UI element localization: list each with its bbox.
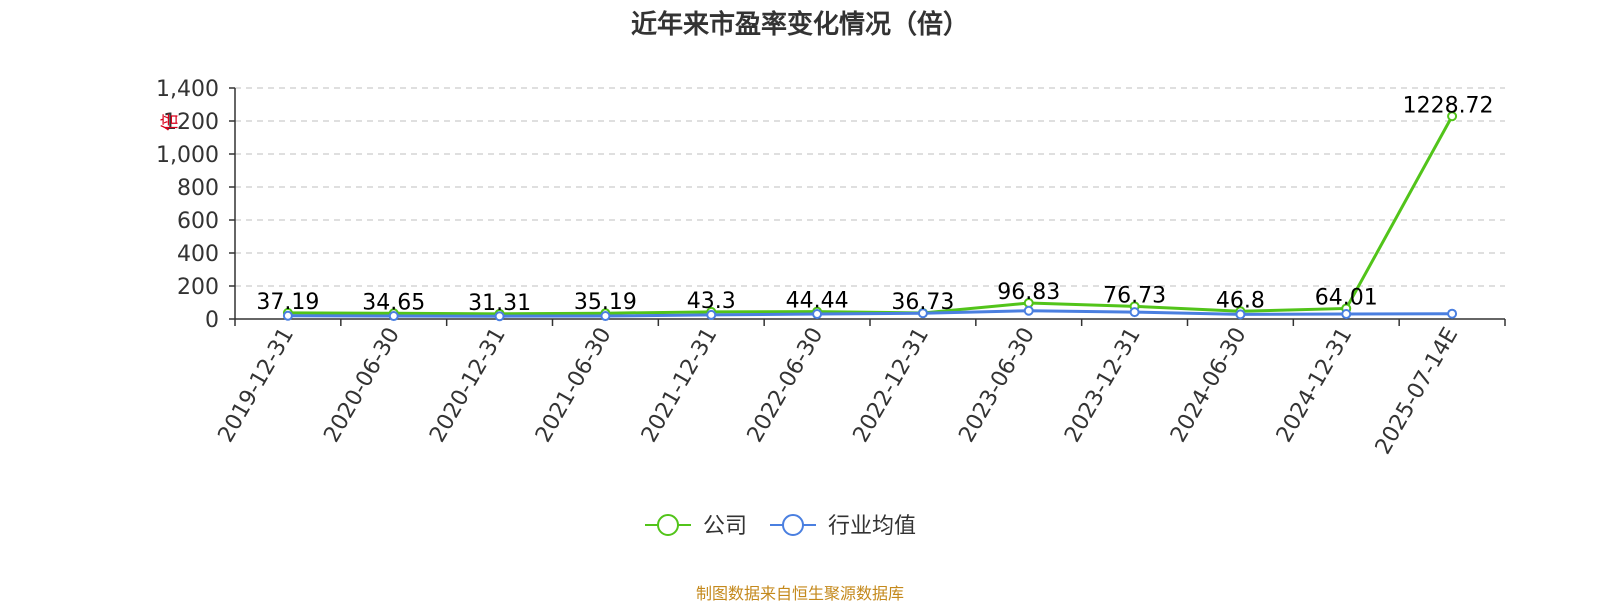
data-labels: 37.19 34.65 31.31 35.19 43.3 44.44 36.73 96.83 7… [256, 93, 1493, 316]
source-note: 制图数据来自恒生聚源数据库 [695, 584, 904, 603]
data-label: 1228.72 [1403, 93, 1494, 118]
x-tick-label: 2019-12-31 [214, 324, 300, 447]
data-point[interactable] [1447, 111, 1458, 122]
data-point[interactable] [1023, 305, 1034, 316]
data-point[interactable] [1341, 309, 1352, 320]
data-label: 46.8 [1216, 288, 1265, 313]
data-point[interactable] [1129, 307, 1140, 318]
y-tick-label: 1,000 [156, 143, 219, 168]
x-tick-label: 2023-06-30 [954, 324, 1040, 447]
y-tick-label: 400 [177, 242, 219, 267]
x-tick-label: 2024-06-30 [1166, 324, 1252, 447]
legend[interactable]: 公司 行业均值 [645, 514, 916, 539]
series-layer [282, 111, 1458, 322]
data-label: 43.3 [687, 289, 736, 314]
legend-item-company[interactable]: 公司 [645, 514, 747, 539]
data-label: 36.73 [891, 290, 954, 315]
data-point[interactable] [600, 311, 611, 322]
x-tick-label: 2021-06-30 [531, 324, 617, 447]
legend-marker-icon [657, 514, 679, 536]
grid-lines [235, 87, 1505, 287]
data-label: 76.73 [1103, 283, 1166, 308]
y-tick-label: 800 [177, 176, 219, 201]
legend-item-industry-average[interactable]: 行业均值 [770, 514, 916, 539]
data-label: 34.65 [362, 290, 425, 315]
data-label: 64.01 [1315, 285, 1378, 310]
data-point[interactable] [388, 311, 399, 322]
data-label: 96.83 [997, 280, 1060, 305]
x-tick-label: 2020-06-30 [319, 324, 405, 447]
data-point[interactable] [917, 308, 928, 319]
y-axis-label: 倍 [160, 113, 181, 131]
legend-marker-icon [782, 514, 804, 536]
y-tick-label: 0 [205, 308, 219, 333]
x-tick-label: 2021-12-31 [637, 324, 723, 447]
x-tick-label: 2020-12-31 [425, 324, 511, 447]
x-tick-label: 2024-12-31 [1272, 324, 1358, 447]
x-tick-label: 2022-06-30 [743, 324, 829, 447]
x-tick-label: 2023-12-31 [1060, 324, 1146, 447]
x-tick-label: 2022-12-31 [849, 324, 935, 447]
series-line-company [287, 115, 1454, 316]
data-point[interactable] [1447, 308, 1458, 319]
data-label: 31.31 [468, 291, 531, 316]
data-label: 44.44 [786, 289, 849, 314]
y-axis: 0 200 400 600 800 1,000 1200 1,400 [156, 77, 236, 333]
data-label: 35.19 [574, 290, 637, 315]
data-point[interactable] [706, 309, 717, 320]
y-tick-label: 200 [177, 275, 219, 300]
y-tick-label: 1200 [163, 110, 219, 135]
y-tick-label: 1,400 [156, 77, 219, 102]
legend-label: 行业均值 [828, 514, 916, 539]
legend-label: 公司 [703, 514, 747, 539]
data-point[interactable] [494, 311, 505, 322]
chart-title: 近年来市盈率变化情况（倍） [630, 10, 969, 40]
data-point[interactable] [1235, 309, 1246, 320]
data-label: 37.19 [256, 290, 319, 315]
data-point[interactable] [812, 309, 823, 320]
series-line-industry-average [287, 309, 1453, 318]
y-tick-label: 600 [177, 209, 219, 234]
x-axis: 2019-12-31 2020-06-30 2020-12-31 2021-06-30… [214, 318, 1506, 459]
data-point[interactable] [282, 310, 293, 321]
x-tick-label: 2025-07-14E [1371, 324, 1464, 459]
